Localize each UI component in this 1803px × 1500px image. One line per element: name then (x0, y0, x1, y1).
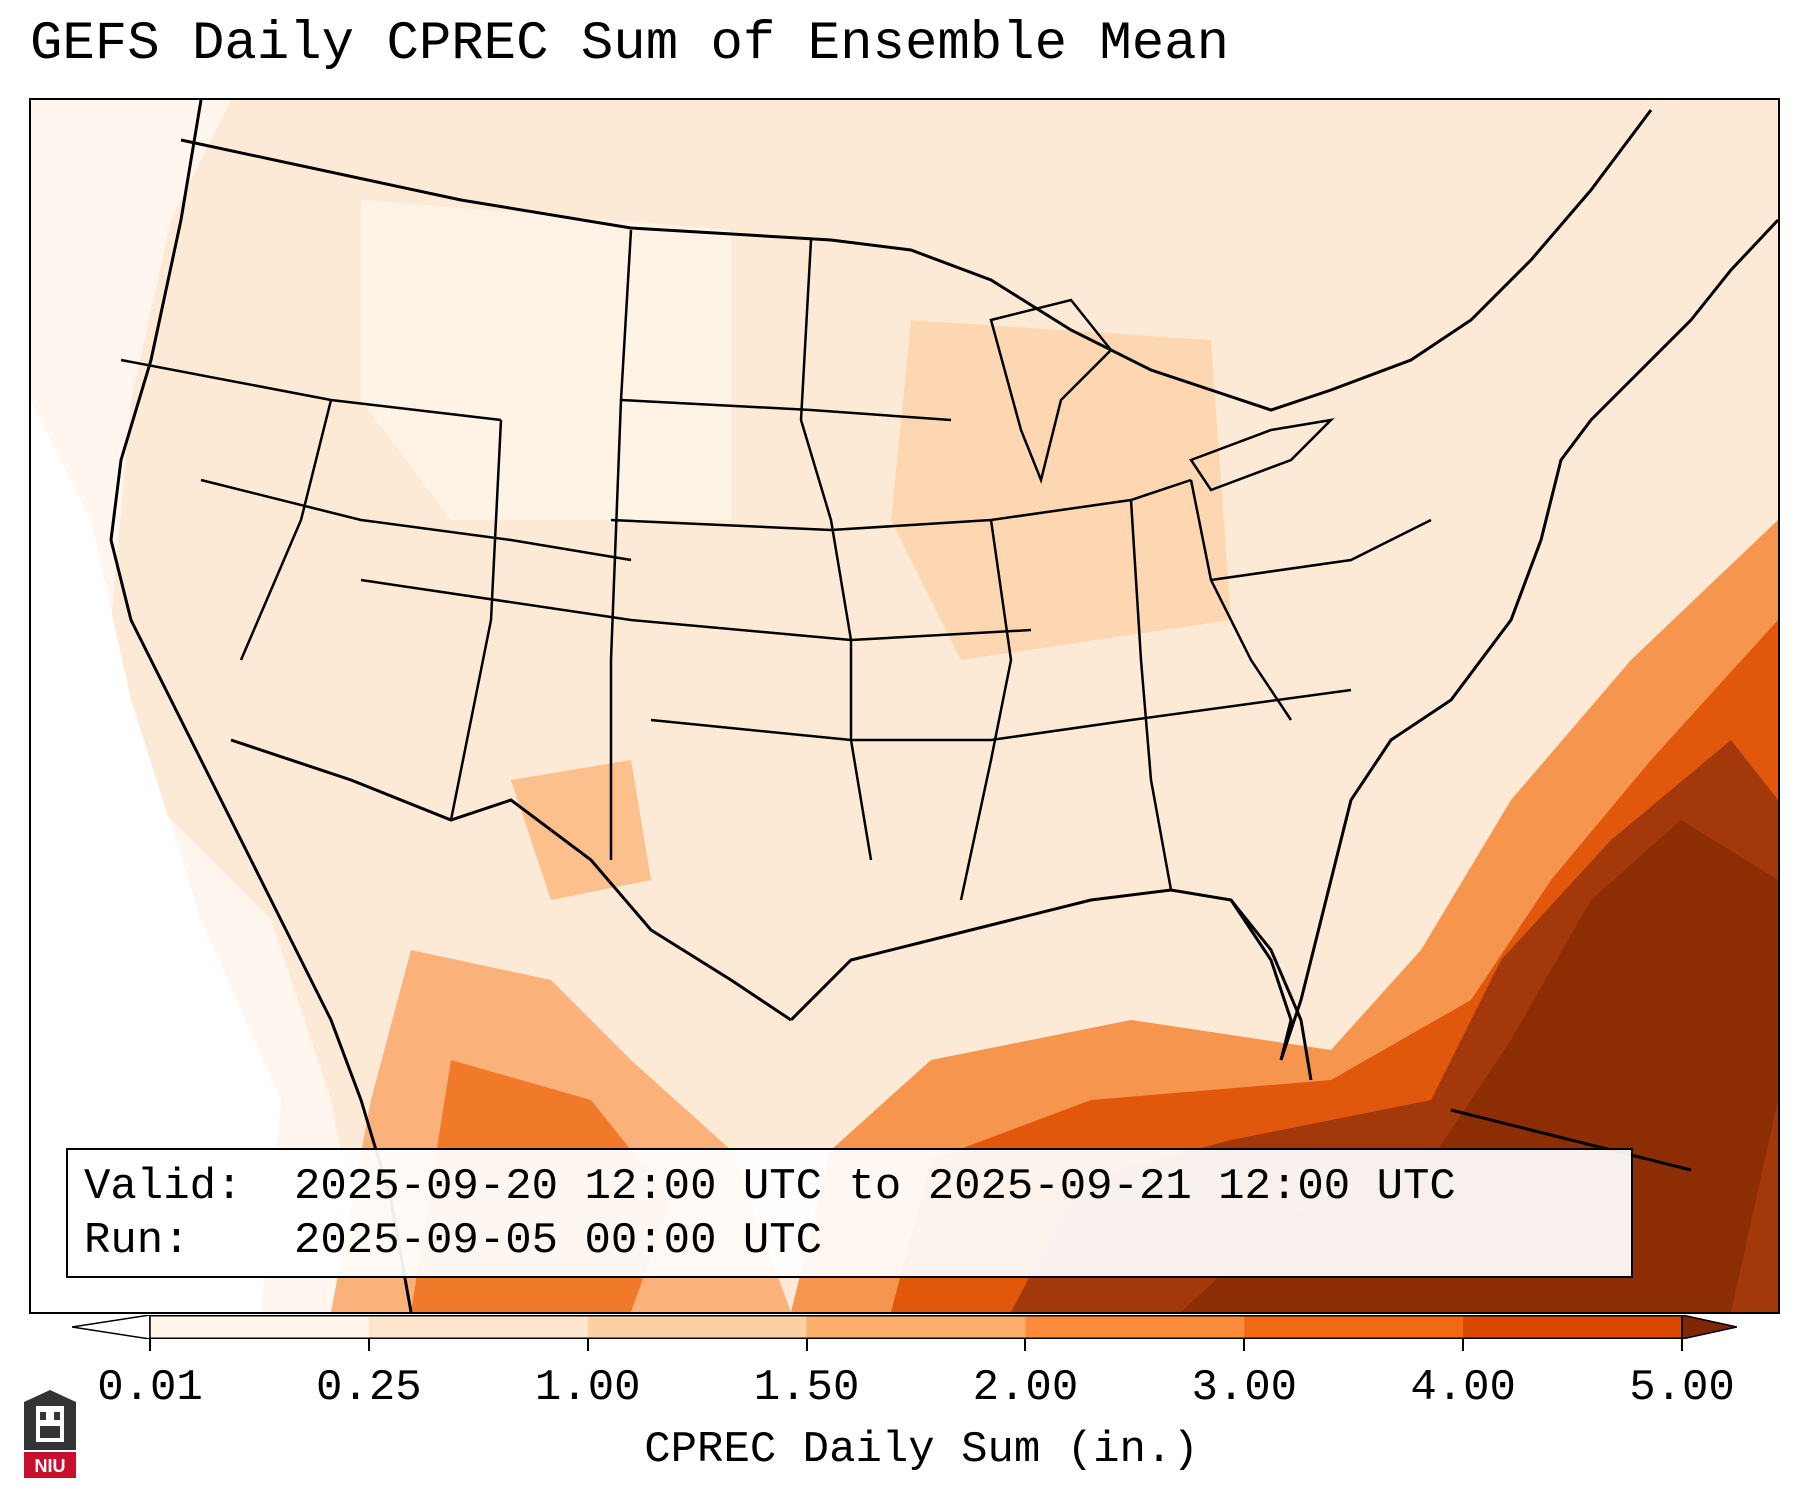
state-line-3 (200, 478, 632, 562)
colorbar-segment (806, 1315, 1026, 1339)
validity-info-box: Valid: 2025-09-20 12:00 UTC to 2025-09-2… (66, 1148, 1633, 1278)
state-line-8 (799, 239, 873, 861)
state-line-6 (360, 578, 1032, 642)
state-line-4 (449, 419, 503, 821)
state-line-12 (1129, 499, 1173, 891)
valid-value: 2025-09-20 12:00 UTC to 2025-09-21 12:00… (294, 1162, 1456, 1212)
logo-text: NIU (35, 1456, 66, 1476)
colorbar-tick (367, 1339, 370, 1351)
colorbar (72, 1315, 1737, 1339)
colorbar-segment (1244, 1315, 1464, 1339)
mexico-border (230, 738, 792, 1022)
map-canvas (31, 100, 1778, 1312)
state-line-11 (959, 519, 1013, 901)
state-line-7 (620, 398, 952, 422)
great-lakes-outline (989, 298, 1113, 485)
northern-plains-field (361, 200, 731, 520)
run-key: Run: (84, 1216, 190, 1266)
valid-key: Valid: (84, 1162, 243, 1212)
state-line-13 (1189, 479, 1293, 721)
colorbar-tick-label: 4.00 (1410, 1363, 1516, 1413)
pacific-coastline (109, 100, 413, 1312)
colorbar-tick-label: 0.01 (97, 1363, 203, 1413)
colorbar-tick-label: 1.50 (753, 1363, 860, 1413)
colorbar-label: CPREC Daily Sum (in.) (644, 1425, 1199, 1475)
pacific-white-field (31, 400, 281, 1312)
colorbar-tick (1681, 1339, 1683, 1351)
caribbean-islands (1450, 1108, 1692, 1172)
precipitation-map (29, 98, 1780, 1314)
run-row: Run: 2025-09-05 00:00 UTC (84, 1214, 1615, 1268)
state-line-5 (609, 229, 633, 860)
colorbar-outline (149, 1315, 1683, 1339)
state-line-2 (239, 399, 333, 661)
colorbar-tick-label: 1.00 (534, 1363, 641, 1413)
colorbar-segment (150, 1315, 370, 1339)
run-value: 2025-09-05 00:00 UTC (294, 1216, 823, 1266)
colorbar-tick-label: 5.00 (1629, 1363, 1735, 1413)
map-title: GEFS Daily CPREC Sum of Ensemble Mean (30, 14, 1229, 75)
colorbar-under-triangle (72, 1315, 151, 1339)
colorbar-tick (805, 1339, 808, 1351)
atlantic-gulf-coastline (789, 218, 1778, 1061)
colorbar-tick (149, 1339, 151, 1351)
colorbar-tick (1462, 1339, 1465, 1351)
colorbar-segment (368, 1315, 589, 1339)
colorbar-tick (1024, 1339, 1027, 1351)
southwest-field (511, 760, 651, 900)
state-line-14 (1210, 518, 1432, 582)
canada-border (180, 109, 1653, 412)
colorbar-tick-label: 3.00 (1191, 1363, 1298, 1413)
state-line-10 (650, 688, 1352, 742)
colorbar-segment (587, 1315, 808, 1339)
colorbar-segment (1463, 1315, 1683, 1339)
colorbar-segment (1025, 1315, 1245, 1339)
niu-logo-icon: NIU (24, 1390, 76, 1478)
florida-outline (1229, 899, 1313, 1081)
colorbar-tick (586, 1339, 589, 1351)
midwest-field (891, 320, 1231, 660)
lake-erie-outline (1189, 418, 1335, 492)
colorbar-tick (1243, 1339, 1246, 1351)
colorbar-ticks: 0.01 0.25 1.00 1.50 2.00 3.00 4.00 5.00 (0, 1339, 1803, 1419)
colorbar-tick-label: 0.25 (316, 1363, 422, 1413)
valid-row: Valid: 2025-09-20 12:00 UTC to 2025-09-2… (84, 1160, 1615, 1214)
colorbar-over-triangle (1681, 1315, 1737, 1339)
colorbar-tick-label: 2.00 (972, 1363, 1079, 1413)
